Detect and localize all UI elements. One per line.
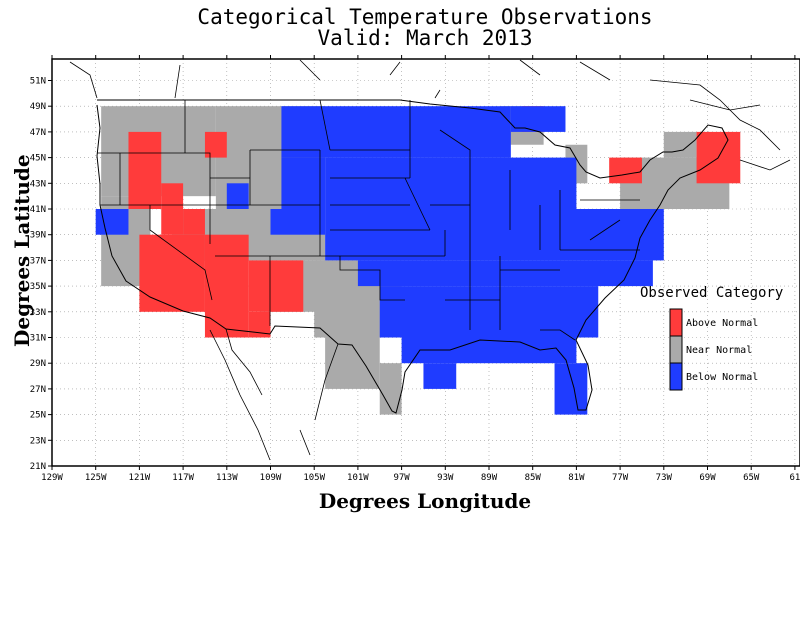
x-tick-label: 125W xyxy=(85,473,107,483)
chart-subtitle: Valid: March 2013 xyxy=(317,26,533,50)
canada-outline xyxy=(69,59,791,171)
x-tick-label: 81W xyxy=(568,473,585,483)
region-near xyxy=(379,363,402,415)
legend-label-near: Near Normal xyxy=(686,345,752,356)
x-tick-label: 129W xyxy=(41,473,63,483)
y-tick-label: 49N xyxy=(30,102,46,112)
plot-frame xyxy=(51,58,800,467)
x-tick-label: 121W xyxy=(129,473,151,483)
region-above xyxy=(139,234,205,312)
y-tick-label: 39N xyxy=(30,231,46,241)
map-outlines xyxy=(69,59,791,461)
x-tick-labels: 129W 125W 121W 117W 113W 109W 105W 101W 97W 93W 89… xyxy=(41,55,800,483)
region-below xyxy=(325,157,577,209)
region-below xyxy=(281,106,511,158)
region-below xyxy=(270,209,326,235)
legend-swatch-above xyxy=(669,308,683,337)
region-above xyxy=(248,260,304,312)
x-tick-label: 77W xyxy=(612,473,629,483)
x-tick-label: 97W xyxy=(393,473,410,483)
region-above xyxy=(204,234,249,338)
region-above xyxy=(609,157,642,184)
y-tick-label: 21N xyxy=(30,462,46,472)
legend-label-above: Above Normal xyxy=(686,318,758,329)
region-above xyxy=(128,131,162,209)
y-tick-label: 25N xyxy=(30,411,46,421)
x-tick-label: 73W xyxy=(656,473,673,483)
x-tick-label: 61 xyxy=(789,473,800,483)
region-below xyxy=(281,157,326,209)
x-tick-label: 113W xyxy=(216,473,238,483)
legend-swatch-near xyxy=(669,335,683,364)
y-tick-label: 23N xyxy=(30,436,46,446)
y-tick-label: 31N xyxy=(30,334,46,344)
state-borders xyxy=(97,99,640,341)
y-tick-label: 33N xyxy=(30,308,46,318)
x-tick-label: 105W xyxy=(303,473,325,483)
y-tick-label: 43N xyxy=(30,179,46,189)
x-tick-label: 117W xyxy=(172,473,194,483)
region-above xyxy=(248,311,271,338)
us-outline xyxy=(96,99,729,414)
region-above xyxy=(161,183,184,235)
x-tick-label: 69W xyxy=(699,473,716,483)
region-above xyxy=(183,209,205,235)
region-below xyxy=(325,209,664,261)
x-tick-label: 89W xyxy=(481,473,498,483)
y-tick-label: 35N xyxy=(30,282,46,292)
region-near xyxy=(663,131,697,158)
x-tick-label: 101W xyxy=(347,473,369,483)
region-above xyxy=(204,131,227,158)
x-axis-label: Degrees Longitude xyxy=(318,489,532,513)
x-tick-label: 93W xyxy=(437,473,454,483)
region-below xyxy=(95,209,129,235)
y-tick-label: 27N xyxy=(30,385,46,395)
y-tick-label: 29N xyxy=(30,359,46,369)
y-axis-label: Degrees Latitude xyxy=(10,154,34,347)
legend-swatch-below xyxy=(669,362,683,391)
y-tick-label: 51N xyxy=(30,77,46,87)
y-tick-label: 47N xyxy=(30,128,46,138)
y-tick-labels: 21N 23N 25N 27N 29N 31N 33N 35N 37N 39N 41N 43N 45N 4… xyxy=(30,77,52,472)
y-tick-label: 45N xyxy=(30,154,46,164)
region-below xyxy=(554,363,588,415)
x-tick-label: 109W xyxy=(260,473,282,483)
region-below xyxy=(379,286,599,338)
legend-label-below: Below Normal xyxy=(686,372,758,383)
category-regions xyxy=(95,106,741,415)
y-tick-label: 37N xyxy=(30,256,46,266)
axes xyxy=(51,58,800,467)
x-tick-label: 85W xyxy=(525,473,542,483)
legend: Observed Category Above Normal Near Normal… xyxy=(640,285,783,391)
mexico-outline xyxy=(209,328,339,461)
region-below xyxy=(226,183,249,209)
legend-title: Observed Category xyxy=(640,285,783,301)
y-tick-label: 41N xyxy=(30,205,46,215)
x-tick-label: 65W xyxy=(743,473,760,483)
chart-title: Categorical Temperature Observations xyxy=(197,5,653,29)
region-below xyxy=(423,363,457,389)
region-below xyxy=(357,260,653,287)
